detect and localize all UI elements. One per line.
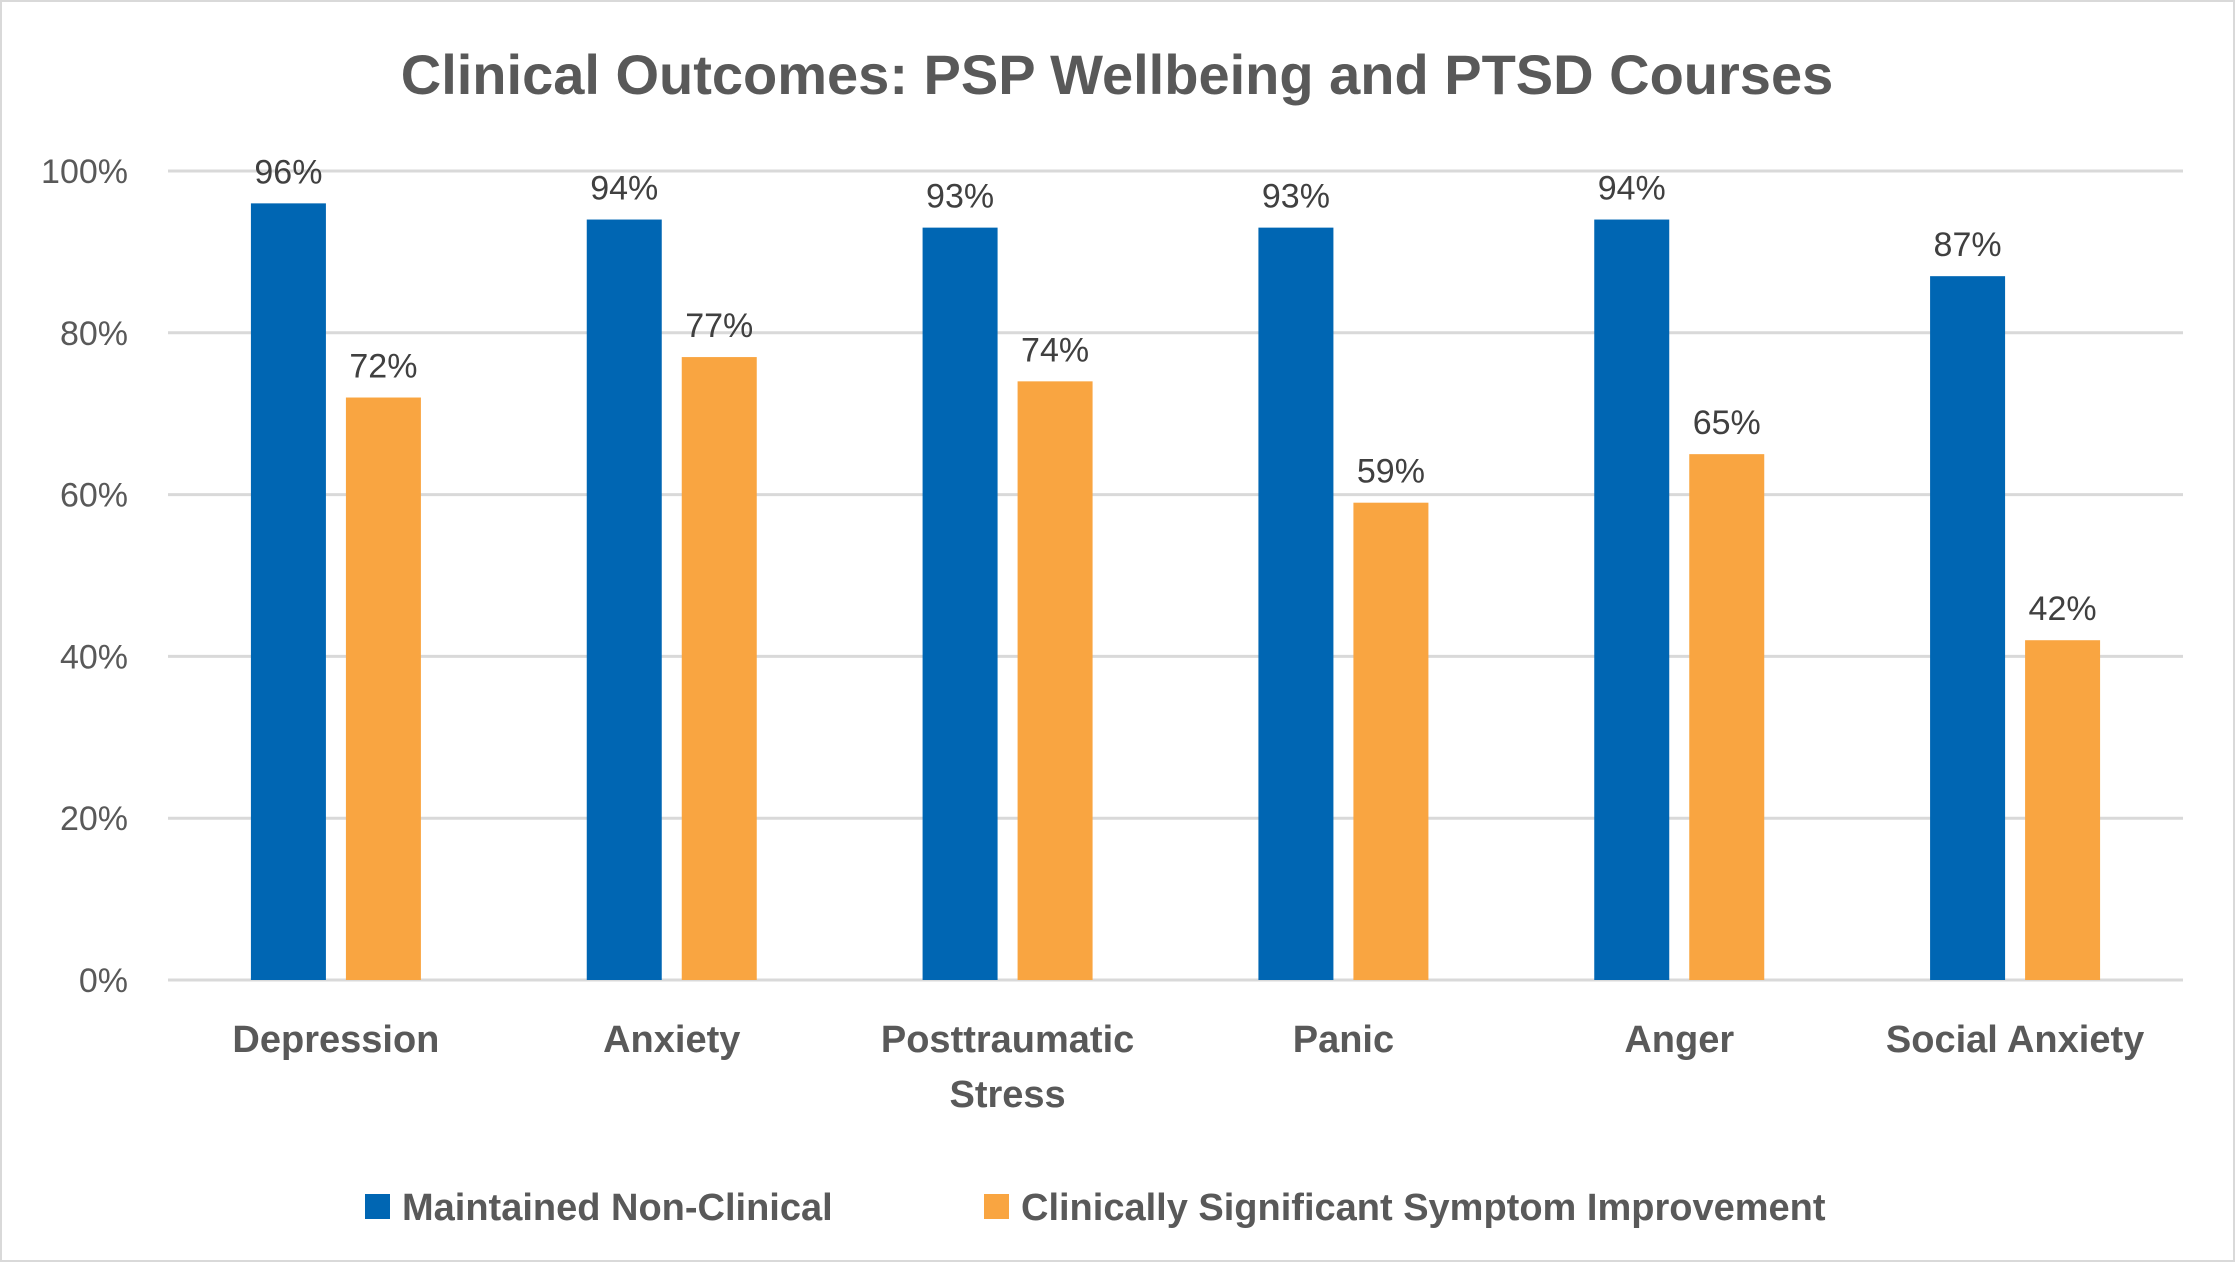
bar-maintained-non-clinical	[1258, 227, 1334, 980]
category-label: Posttraumatic	[881, 1019, 1134, 1061]
data-label: 42%	[2029, 590, 2097, 628]
data-label: 65%	[1693, 404, 1761, 442]
bar-symptom-improvement	[2025, 640, 2101, 980]
bar-maintained-non-clinical	[1594, 219, 1670, 981]
data-label: 96%	[254, 153, 322, 191]
data-label: 77%	[685, 307, 753, 345]
legend-label: Maintained Non-Clinical	[402, 1187, 833, 1229]
data-label: 59%	[1357, 453, 1425, 491]
y-tick-label: 20%	[60, 800, 128, 838]
y-tick-label: 0%	[79, 962, 128, 1000]
data-label: 93%	[926, 178, 994, 216]
y-tick-label: 100%	[41, 153, 128, 191]
bar-maintained-non-clinical	[586, 219, 662, 981]
bar-symptom-improvement	[345, 397, 421, 980]
category-label: Depression	[232, 1019, 439, 1061]
legend-marker-maintained	[365, 1194, 390, 1219]
data-label: 87%	[1934, 226, 2002, 264]
bar-maintained-non-clinical	[250, 203, 326, 981]
x-axis: Depression Anxiety Posttraumatic Stress Pani…	[232, 1019, 2144, 1116]
category-label: Anxiety	[603, 1019, 740, 1061]
legend-marker-improvement	[984, 1194, 1009, 1219]
y-tick-label: 80%	[60, 315, 128, 353]
category-label: Panic	[1293, 1019, 1394, 1061]
bar-maintained-non-clinical	[922, 227, 998, 980]
category-label: Anger	[1624, 1019, 1734, 1061]
chart-title: Clinical Outcomes: PSP Wellbeing and PTS…	[401, 43, 1833, 106]
category-label: Stress	[949, 1074, 1065, 1116]
data-label: 93%	[1262, 178, 1330, 216]
bar-symptom-improvement	[1353, 502, 1429, 980]
bar-symptom-improvement	[1017, 381, 1093, 981]
category-label: Social Anxiety	[1886, 1019, 2144, 1061]
bar-symptom-improvement	[1689, 454, 1765, 980]
data-label: 72%	[349, 348, 417, 386]
y-axis: 0% 20% 40% 60% 80% 100%	[41, 153, 128, 1000]
data-label: 94%	[1598, 170, 1666, 208]
data-label: 74%	[1021, 331, 1089, 369]
data-label: 94%	[590, 170, 658, 208]
bars: 96% 72% 94% 77% 93% 74% 93% 59% 94% 65% 87% 42%	[250, 153, 2101, 981]
legend-label: Clinically Significant Symptom Improveme…	[1021, 1187, 1826, 1229]
bar-symptom-improvement	[681, 357, 757, 980]
legend: Maintained Non-Clinical Clinically Signif…	[365, 1187, 1826, 1229]
y-tick-label: 40%	[60, 638, 128, 676]
bar-maintained-non-clinical	[1930, 276, 2006, 980]
gridlines	[168, 169, 2183, 982]
y-tick-label: 60%	[60, 477, 128, 515]
